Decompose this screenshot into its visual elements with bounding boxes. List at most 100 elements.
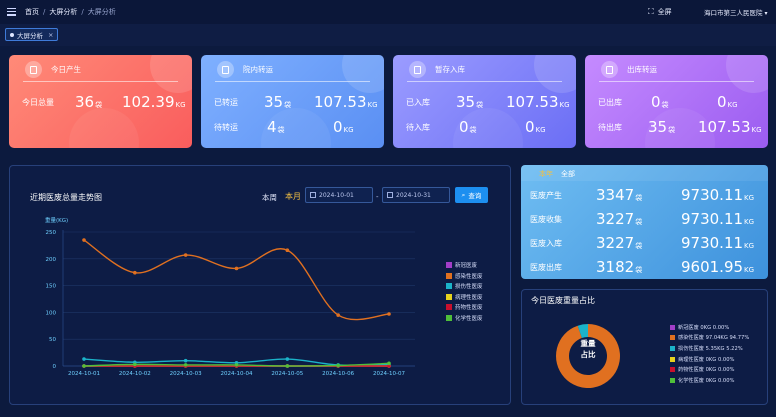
x-tick-label: 2024-10-04	[221, 371, 253, 377]
legend-item[interactable]: 化学性医废	[446, 313, 483, 324]
card-temp-storage: 暂存入库 已入库 35袋 107.53KG 待入库 0袋 0KG	[393, 55, 576, 148]
summary-panel	[521, 165, 768, 279]
breadcrumb-level1[interactable]: 大屏分析	[49, 8, 78, 16]
divider	[407, 81, 562, 82]
legend-item[interactable]: 药物性医废	[446, 302, 483, 313]
data-point[interactable]	[82, 357, 86, 361]
summary-weight: 9730.11KG	[681, 234, 755, 252]
y-tick-label: 200	[46, 257, 57, 263]
tab-month[interactable]: 本月	[285, 192, 301, 201]
data-point[interactable]	[285, 248, 290, 253]
donut-legend-item[interactable]: 损伤性医废 5.35KG 5.22%	[670, 343, 749, 354]
count-value: 0袋	[651, 93, 669, 111]
legend-swatch	[670, 345, 675, 351]
search-icon: ⌕	[461, 190, 466, 199]
summary-count: 3347袋	[596, 186, 643, 204]
legend-label: 药物性医废	[455, 305, 483, 312]
data-point[interactable]	[234, 266, 239, 271]
clipboard-icon	[217, 61, 234, 78]
legend-item[interactable]: 感染性医废	[446, 271, 483, 282]
weight-value: 0KG	[525, 118, 546, 136]
data-point[interactable]	[82, 364, 86, 368]
tab-this-year[interactable]: 本年	[539, 170, 553, 178]
card-title: 今日产生	[51, 65, 81, 74]
x-tick-label: 2024-10-03	[170, 371, 202, 377]
data-point[interactable]	[336, 363, 340, 368]
chart-legend: 新冠医废感染性医废 损伤性医废 病理性医废药物性医废化学性医废	[446, 260, 483, 323]
data-point[interactable]	[133, 362, 137, 367]
breadcrumb-home[interactable]: 首页	[25, 8, 39, 16]
tags-bar	[0, 24, 776, 46]
data-point[interactable]	[285, 364, 290, 368]
donut-legend-item[interactable]: 病理性医废 0KG 0.00%	[670, 354, 749, 365]
summary-count: 3227袋	[596, 234, 643, 252]
summary-row-label: 医废收集	[530, 215, 562, 224]
breadcrumb: 首页 / 大屏分析 / 大屏分析	[25, 7, 116, 17]
data-point[interactable]	[183, 358, 188, 363]
row-label: 今日总量	[22, 98, 54, 107]
count-value: 35袋	[264, 93, 292, 111]
donut-slice[interactable]	[577, 324, 588, 339]
x-tick-label: 2024-10-05	[271, 371, 303, 377]
tab-all[interactable]: 全部	[561, 170, 575, 178]
menu-toggle-icon[interactable]	[7, 8, 16, 16]
card-title: 暂存入库	[435, 65, 465, 74]
legend-label: 化学性医废 0KG 0.00%	[678, 377, 735, 384]
row-label: 已出库	[598, 98, 622, 107]
card-title: 院内转运	[243, 65, 273, 74]
legend-label: 药物性医废 0KG 0.00%	[678, 367, 735, 374]
row-label: 已转运	[214, 98, 238, 107]
x-tick-label: 2024-10-02	[119, 371, 151, 377]
legend-swatch	[670, 324, 675, 330]
legend-label: 新冠医废 0KG 0.00%	[678, 324, 730, 331]
legend-item[interactable]: 新冠医废	[446, 260, 483, 271]
start-date-value: 2024-10-01	[319, 191, 354, 199]
donut-legend-item[interactable]: 化学性医废 0KG 0.00%	[670, 375, 749, 386]
data-point[interactable]	[387, 364, 391, 368]
weight-value: 107.53KG	[698, 118, 762, 136]
card-inhospital-transfer: 院内转运 已转运 35袋 107.53KG 待转运 4袋 0KG	[201, 55, 384, 148]
legend-label: 感染性医废	[455, 273, 483, 280]
data-point[interactable]	[336, 313, 340, 317]
data-point[interactable]	[234, 363, 239, 367]
data-point[interactable]	[133, 270, 137, 275]
data-point[interactable]	[285, 357, 290, 361]
row-label: 已入库	[406, 98, 430, 107]
card-outbound-transfer: 出库转运 已出库 0袋 0KG 待出库 35袋 107.53KG	[585, 55, 768, 148]
card-today-produced: 今日产生 今日总量 36袋 102.39KG	[9, 55, 192, 148]
fullscreen-label: 全屏	[657, 8, 672, 16]
donut-slice[interactable]	[556, 324, 621, 388]
data-point[interactable]	[82, 238, 86, 242]
legend-swatch	[670, 335, 675, 341]
truck-icon	[601, 61, 618, 78]
summary-weight: 9730.11KG	[681, 210, 755, 228]
tab-big-screen[interactable]: 大屏分析 ×	[5, 28, 59, 41]
legend-swatch	[446, 293, 452, 300]
start-date-input[interactable]: 2024-10-01	[305, 187, 373, 203]
hospital-selector[interactable]: 海口市第三人民医院 ▾	[704, 7, 768, 17]
data-point[interactable]	[387, 312, 391, 316]
donut-legend-item[interactable]: 药物性医废 0KG 0.00%	[670, 364, 749, 375]
chevron-down-icon: ▾	[764, 10, 768, 17]
legend-label: 新冠医废	[455, 263, 478, 270]
legend-label: 化学性医废	[455, 315, 483, 322]
legend-swatch	[446, 272, 452, 279]
legend-item[interactable]: 损伤性医废	[446, 281, 483, 292]
summary-row-label: 医废入库	[530, 239, 562, 248]
query-button[interactable]: ⌕ 查询	[455, 187, 488, 203]
data-point[interactable]	[183, 253, 188, 257]
donut-legend-item[interactable]: 感染性医废 97.04KG 94.77%	[670, 333, 749, 344]
fullscreen-icon: ⛶	[648, 7, 654, 16]
data-point[interactable]	[183, 363, 188, 367]
count-value: 4袋	[267, 118, 285, 136]
data-point[interactable]	[387, 361, 391, 366]
donut-legend-item[interactable]: 新冠医废 0KG 0.00%	[670, 322, 749, 333]
fullscreen-button[interactable]: ⛶ 全屏	[648, 7, 672, 17]
legend-item[interactable]: 病理性医废	[446, 292, 483, 303]
y-axis-label: 重量(KG)	[45, 218, 69, 224]
weight-value: 0KG	[333, 118, 354, 136]
tab-week[interactable]: 本周	[262, 193, 277, 202]
end-date-input[interactable]: 2024-10-31	[382, 187, 450, 203]
close-icon[interactable]: ×	[48, 30, 54, 39]
